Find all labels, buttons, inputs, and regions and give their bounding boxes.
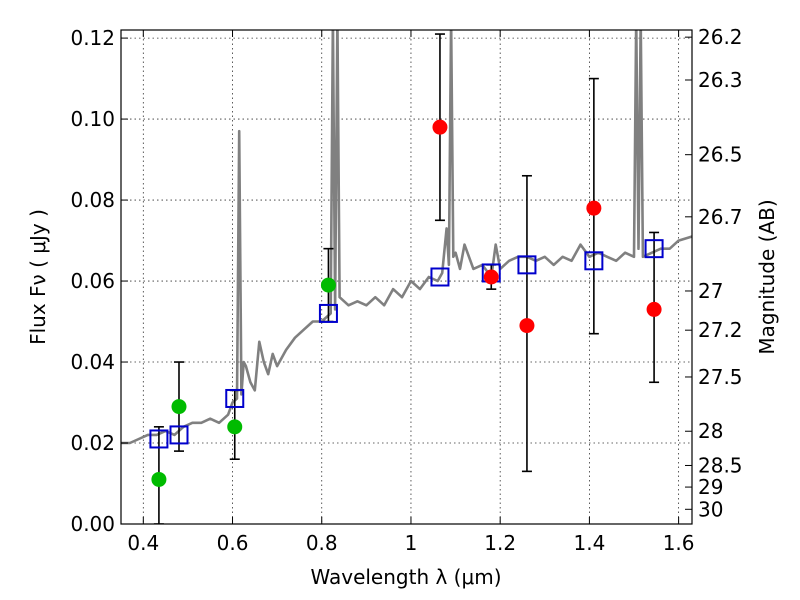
model-photometry-square xyxy=(644,239,664,259)
model-photometry-square xyxy=(318,303,338,323)
y-tick-label: 0.00 xyxy=(70,512,115,536)
right-tick-label: 30 xyxy=(698,497,723,521)
x-tick-label: 1 xyxy=(405,531,418,555)
observed-point xyxy=(519,318,535,334)
model-photometry-square xyxy=(225,388,245,408)
y-tick-label: 0.10 xyxy=(70,107,115,131)
plot-area xyxy=(121,30,692,524)
grid xyxy=(121,30,692,525)
x-tick-label: 1.2 xyxy=(484,531,516,555)
right-axis-label: Magnitude (AB) xyxy=(755,199,779,354)
y-tick-label: 0.02 xyxy=(70,431,115,455)
right-tick-label: 27.5 xyxy=(698,365,743,389)
x-tick-label: 0.4 xyxy=(127,531,159,555)
y-tick-label: 0.08 xyxy=(70,188,115,212)
observed-point xyxy=(151,471,167,487)
x-axis-label: Wavelength λ (μm) xyxy=(310,565,501,589)
observed-point xyxy=(432,119,448,135)
right-tick-label: 28 xyxy=(698,419,723,443)
x-tick-label: 0.8 xyxy=(306,531,338,555)
model-photometry-square xyxy=(149,429,169,449)
observed-point xyxy=(227,419,243,435)
y-tick-label: 0.06 xyxy=(70,269,115,293)
right-tick-label: 29 xyxy=(698,475,723,499)
x-tick-label: 0.6 xyxy=(217,531,249,555)
y-tick-label: 0.04 xyxy=(70,350,115,374)
model-photometry-square xyxy=(430,267,450,287)
observed-point xyxy=(646,301,662,317)
right-tick-label: 27 xyxy=(698,279,723,303)
x-tick-label: 1.6 xyxy=(663,531,695,555)
model-photometry-square xyxy=(169,425,189,445)
y-axis-label: Flux Fν ( μJy ) xyxy=(26,209,50,345)
right-tick-label: 28.5 xyxy=(698,453,743,477)
plot-frame xyxy=(120,29,693,525)
right-tick-label: 26.7 xyxy=(698,205,743,229)
model-photometry-square xyxy=(584,251,604,271)
observed-point xyxy=(586,200,602,216)
right-tick-label: 26.3 xyxy=(698,68,743,92)
x-tick-label: 1.4 xyxy=(573,531,605,555)
model-photometry-square xyxy=(517,255,537,275)
observed-point xyxy=(320,277,336,293)
observed-point xyxy=(483,269,499,285)
axes: 0.4 0.6 0.8 1 1.2 1.4 1.6 0.00 0.02 0.04 0.06 0.08 0… xyxy=(70,25,742,555)
observed-point xyxy=(171,399,187,415)
y-tick-label: 0.12 xyxy=(70,26,115,50)
right-tick-label: 27.2 xyxy=(698,318,743,342)
spectrum-line xyxy=(121,30,692,445)
right-tick-label: 26.5 xyxy=(698,143,743,167)
right-tick-label: 26.2 xyxy=(698,25,743,49)
